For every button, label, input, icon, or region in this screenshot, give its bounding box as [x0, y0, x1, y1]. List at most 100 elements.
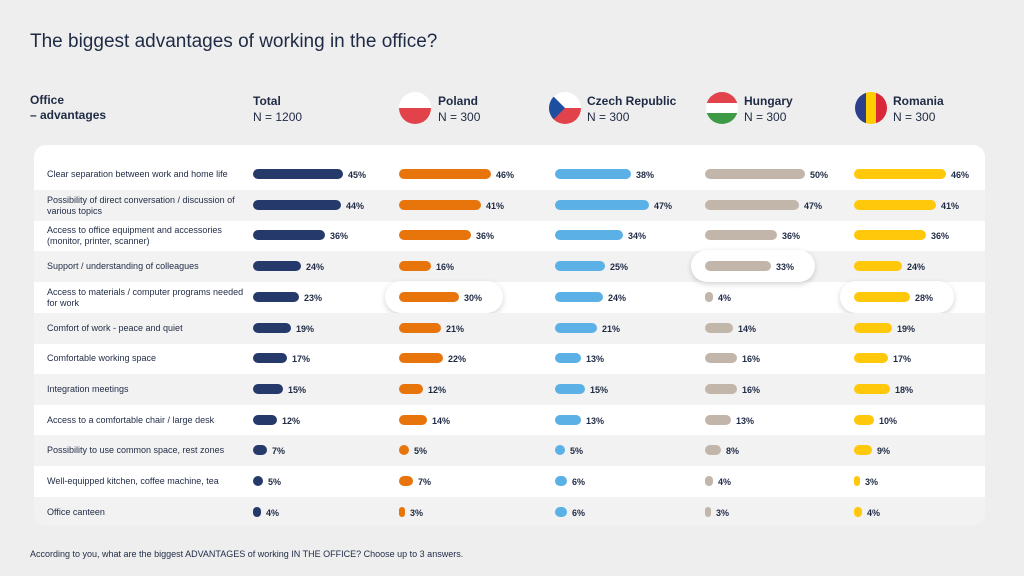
value-label: 30% [464, 292, 483, 303]
bar-czech-republic [555, 322, 597, 333]
bar-hungary [705, 261, 771, 272]
bar-poland [399, 291, 459, 302]
value-label: 34% [628, 231, 647, 242]
bar-czech-republic [555, 261, 605, 272]
table-row: Access to office equipment and accessori… [34, 220, 985, 251]
bar-czech-republic [555, 414, 581, 425]
value-label: 18% [895, 384, 914, 395]
column-name: Czech Republic [587, 94, 677, 108]
value-label: 36% [330, 231, 349, 242]
value-label: 15% [288, 384, 307, 395]
bar-poland [399, 199, 481, 210]
bar-romania [854, 322, 892, 333]
column-n: N = 300 [893, 110, 936, 124]
bar-hungary [705, 383, 737, 394]
bar-romania [854, 230, 926, 241]
bar-total [253, 199, 341, 210]
bar-romania [854, 506, 862, 517]
value-label: 6% [572, 477, 586, 487]
table-row: Office canteen 4% 3% 6% 3% 4% [34, 496, 985, 525]
bar-hungary [705, 230, 777, 241]
romania-flag-right [876, 92, 887, 124]
row-header-line2: – advantages [30, 108, 107, 122]
poland-flag-bottom [399, 108, 431, 124]
value-label: 41% [941, 200, 960, 211]
value-label: 13% [586, 415, 605, 426]
hungary-flag-icon [706, 92, 738, 124]
bar-poland [399, 353, 443, 364]
bar-romania [854, 383, 890, 394]
column-name: Poland [438, 94, 479, 108]
value-label: 12% [282, 415, 301, 426]
footnote: According to you, what are the biggest A… [30, 549, 464, 559]
column-n: N = 300 [744, 110, 787, 124]
bar-hungary [705, 169, 805, 179]
value-label: 4% [718, 477, 732, 487]
value-label: 46% [951, 170, 970, 180]
table-row: Comfort of work - peace and quiet 19% 21% 2… [34, 312, 985, 344]
value-label: 45% [348, 170, 367, 180]
value-label: 3% [716, 507, 730, 518]
romania-flag-left [855, 92, 866, 124]
bar-poland [399, 506, 405, 517]
bar-total [253, 414, 277, 425]
table-row: Support / understanding of colleagues 24%… [34, 250, 985, 283]
row-header-line1: Office [30, 93, 65, 107]
value-label: 16% [436, 262, 455, 273]
poland-flag-icon [399, 92, 431, 124]
bar-poland [399, 414, 427, 425]
value-label: 38% [636, 170, 655, 180]
bar-czech-republic [555, 291, 603, 302]
bar-poland [399, 445, 409, 456]
chart-title: The biggest advantages of working in the… [30, 31, 438, 52]
value-label: 5% [570, 446, 584, 457]
bar-total [253, 445, 267, 456]
bar-romania [854, 291, 910, 302]
bar-czech-republic [555, 445, 565, 456]
category-label: Access to materials / computer programs … [47, 286, 244, 308]
bar-czech-republic [555, 169, 631, 179]
bar-czech-republic [555, 506, 567, 517]
value-label: 36% [782, 231, 801, 242]
table-row: Well-equipped kitchen, coffee machine, t… [34, 466, 985, 497]
column-header-poland: Poland N = 300 [438, 93, 480, 125]
value-label: 7% [418, 477, 432, 487]
bar-czech-republic [555, 230, 623, 241]
value-label: 24% [907, 262, 926, 273]
value-label: 16% [742, 384, 761, 395]
value-label: 23% [304, 292, 323, 303]
bar-romania [854, 445, 872, 456]
bar-poland [399, 261, 431, 272]
value-label: 44% [346, 200, 365, 211]
table-row: Access to materials / computer programs … [34, 280, 985, 313]
bar-total [253, 169, 343, 179]
bar-romania [854, 476, 860, 486]
bar-hungary [705, 322, 733, 333]
value-label: 25% [610, 262, 629, 273]
value-label: 24% [306, 262, 325, 273]
value-label: 21% [446, 323, 465, 334]
romania-flag-icon [855, 92, 887, 124]
column-name: Romania [893, 94, 944, 108]
column-header-romania: Romania N = 300 [893, 93, 944, 125]
bar-total [253, 261, 301, 272]
column-name: Total [253, 94, 281, 108]
category-label: Access to a comfortable chair / large de… [47, 414, 215, 425]
value-label: 4% [867, 507, 881, 518]
value-label: 28% [915, 292, 934, 303]
category-label: Access to office equipment and accessori… [47, 225, 222, 247]
value-label: 5% [268, 477, 282, 487]
table-row: Possibility to use common space, rest zo… [34, 435, 985, 467]
category-label: Comfortable working space [47, 353, 157, 364]
bar-romania [854, 169, 946, 179]
column-header-czech-republic: Czech Republic N = 300 [587, 93, 676, 125]
value-label: 4% [266, 507, 280, 518]
bar-total [253, 383, 283, 394]
value-label: 3% [410, 507, 424, 518]
table-row: Comfortable working space 17% 22% 13% 16% 17% [34, 343, 985, 374]
bar-czech-republic [555, 199, 649, 210]
value-label: 14% [738, 323, 757, 334]
bar-total [253, 291, 299, 302]
value-label: 3% [865, 477, 879, 487]
value-label: 4% [718, 292, 732, 303]
